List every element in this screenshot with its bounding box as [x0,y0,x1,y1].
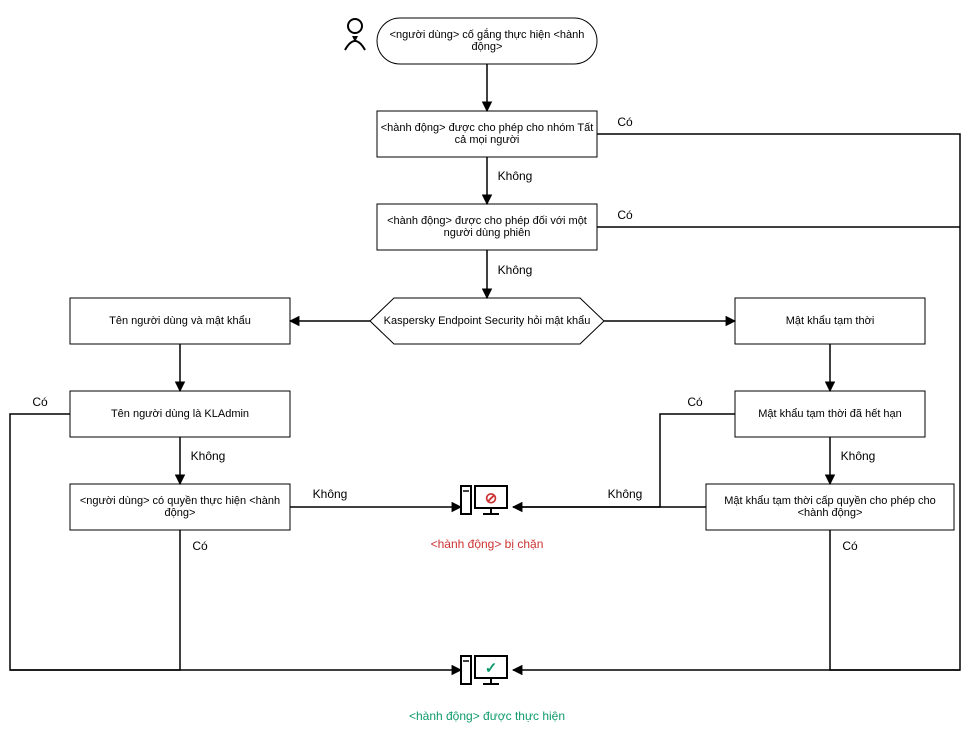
edge-label: Không [498,263,533,277]
node-label: động> [165,507,196,519]
node-label: <người dùng> cố gắng thực hiện <hành [390,28,585,41]
blocked-label: <hành động> bị chặn [431,537,544,551]
node-q_prompt: Kaspersky Endpoint Security hỏi mật khẩu [370,298,604,344]
node-r_grants: Mật khẩu tạm thời cấp quyền cho phép cho… [706,484,954,530]
edge-l3-no: Không [290,487,461,507]
edge-label: Có [687,395,703,409]
edge-label: Không [608,487,643,501]
node-q_session: <hành động> được cho phép đối với mộtngư… [377,204,597,250]
node-label: Mật khẩu tạm thời cấp quyền cho phép cho [724,495,935,507]
node-label: Kaspersky Endpoint Security hỏi mật khẩu [384,315,591,327]
node-r_expired: Mật khẩu tạm thời đã hết hạn [735,391,925,437]
node-label: <hành động> được cho phép đối với một [387,215,587,227]
node-l_hasperm: <người dùng> có quyền thực hiện <hànhđộn… [70,484,290,530]
node-label: <hành động> [798,507,863,519]
allowed-label: <hành động> được thực hiện [409,709,565,723]
edge-l3-yes: Có [10,530,208,670]
edge-label: Có [617,115,633,129]
edge-label: Có [32,395,48,409]
svg-text:✓: ✓ [485,660,498,677]
node-label: Mật khẩu tạm thời [786,315,875,327]
edge-label: Không [191,449,226,463]
node-q_everyone: <hành động> được cho phép cho nhóm Tấtcả… [377,111,597,157]
edge-label: Không [313,487,348,501]
edge-q2-q3-no: Không [487,250,532,298]
node-r_temppw: Mật khẩu tạm thời [735,298,925,344]
node-label: <hành động> được cho phép cho nhóm Tất [381,122,594,134]
allowed-icon: ✓ [461,656,507,684]
edge-r3-yes: Có [830,530,960,670]
edge-q2-yes: Có [597,208,960,227]
node-label: <người dùng> có quyền thực hiện <hành [80,495,280,507]
node-l_kladmin: Tên người dùng là KLAdmin [70,391,290,437]
edge-label: Có [842,539,858,553]
node-label: Tên người dùng và mật khẩu [109,315,251,327]
edge-label: Không [841,449,876,463]
edge-q1-q2-no: Không [487,157,532,204]
edge-l2-l3-no: Không [180,437,225,484]
node-label: động> [472,41,503,53]
node-label: Tên người dùng là KLAdmin [111,408,249,420]
node-label: cả mọi người [455,134,520,146]
edge-r2-r3-no: Không [830,437,875,484]
edge-label: Có [617,208,633,222]
blocked-icon: ⊘ [461,486,507,514]
node-label: Mật khẩu tạm thời đã hết hạn [758,408,902,420]
user-icon [345,19,365,50]
edge-r3-no: Không [513,487,706,507]
node-label: người dùng phiên [444,227,531,239]
node-l_userpw: Tên người dùng và mật khẩu [70,298,290,344]
svg-text:⊘: ⊘ [485,490,498,507]
edge-label: Không [498,169,533,183]
node-start: <người dùng> cố gắng thực hiện <hànhđộng… [377,18,597,64]
edge-label: Có [192,539,208,553]
